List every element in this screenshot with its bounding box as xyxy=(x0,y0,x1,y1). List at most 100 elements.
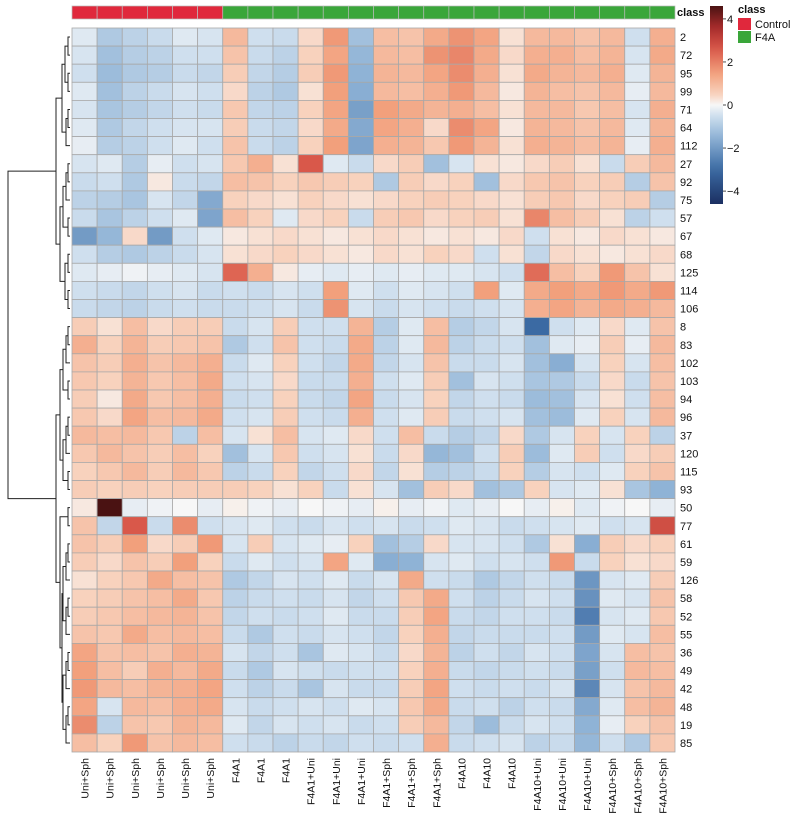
heatmap-cell xyxy=(599,317,626,337)
heatmap-cell xyxy=(649,715,676,735)
heatmap-cell xyxy=(197,643,224,662)
heatmap-cell xyxy=(247,81,274,101)
heatmap-cell xyxy=(347,280,374,300)
heatmap-cell xyxy=(649,661,676,681)
heatmap-cell xyxy=(222,190,249,210)
heatmap-cell xyxy=(272,643,299,662)
heatmap-cell xyxy=(373,552,400,572)
heatmap-cell xyxy=(121,353,148,373)
class-track-label: class xyxy=(677,7,705,19)
heatmap-cell xyxy=(247,280,274,300)
heatmap-cell xyxy=(423,661,450,681)
heatmap-cell xyxy=(172,516,199,536)
heatmap-cell xyxy=(624,353,651,373)
heatmap-cell xyxy=(649,63,676,83)
heatmap-cell xyxy=(624,317,651,337)
heatmap-cell xyxy=(297,679,324,699)
heatmap-cell xyxy=(96,570,123,590)
dendrogram-branch xyxy=(67,597,70,617)
row-label: 71 xyxy=(680,104,692,116)
heatmap-cell xyxy=(222,371,249,391)
heatmap-cell xyxy=(624,733,651,753)
heatmap-cell xyxy=(322,136,349,156)
heatmap-cell xyxy=(96,280,123,300)
heatmap-cell xyxy=(473,697,500,717)
heatmap-cell xyxy=(222,516,249,536)
dendrogram-branch xyxy=(55,97,62,245)
heatmap-cell xyxy=(322,679,349,699)
heatmap-cell xyxy=(599,262,626,282)
heatmap-cell xyxy=(96,443,123,463)
class-track-cell xyxy=(473,5,500,20)
heatmap-cell xyxy=(373,661,400,681)
heatmap-cell xyxy=(398,118,425,138)
dendrogram-branch xyxy=(67,289,70,310)
heatmap-cell xyxy=(498,172,525,192)
heatmap-cell xyxy=(398,552,425,572)
color-scale-tick-label: −2 xyxy=(727,143,740,155)
heatmap-cell xyxy=(649,208,676,228)
heatmap-cell xyxy=(247,570,274,590)
heatmap-cell xyxy=(599,697,626,717)
heatmap-cell xyxy=(574,27,601,47)
heatmap-cell xyxy=(96,335,123,355)
heatmap-cell xyxy=(222,679,249,699)
heatmap-cell xyxy=(624,172,651,192)
heatmap-cell xyxy=(423,588,450,608)
heatmap-cell xyxy=(523,407,550,427)
heatmap-cell xyxy=(121,624,148,644)
heatmap-cell xyxy=(297,715,324,735)
heatmap-cell xyxy=(599,443,626,463)
row-label: 55 xyxy=(680,629,692,641)
dendrogram-branch xyxy=(67,72,70,92)
heatmap-cell xyxy=(599,498,626,518)
heatmap-cell xyxy=(599,516,626,536)
heatmap-cell xyxy=(498,190,525,210)
heatmap-cell xyxy=(473,407,500,427)
heatmap-cell xyxy=(121,81,148,101)
heatmap-cell xyxy=(373,624,400,644)
heatmap-cell xyxy=(373,733,400,753)
heatmap-cell xyxy=(423,407,450,427)
class-track-cell xyxy=(624,5,651,20)
heatmap-cell xyxy=(272,588,299,608)
heatmap-cell xyxy=(649,443,676,463)
heatmap-cell xyxy=(423,299,450,319)
heatmap-cell xyxy=(649,624,676,644)
dendrogram-branch xyxy=(67,543,70,563)
heatmap-cell xyxy=(373,516,400,536)
heatmap-cell xyxy=(398,154,425,174)
heatmap-cell xyxy=(473,643,500,662)
heatmap-cell xyxy=(322,190,349,210)
heatmap-cell xyxy=(373,226,400,246)
heatmap-cell xyxy=(272,715,299,735)
heatmap-cell xyxy=(347,299,374,319)
heatmap-cell xyxy=(96,226,123,246)
heatmap-cell xyxy=(599,570,626,590)
heatmap-cell xyxy=(297,136,324,156)
heatmap-cell xyxy=(448,45,475,65)
heatmap-cell xyxy=(498,624,525,644)
heatmap-cell xyxy=(373,570,400,590)
heatmap-cell xyxy=(373,371,400,391)
heatmap-cell xyxy=(247,317,274,337)
heatmap-cell xyxy=(599,588,626,608)
heatmap-cell xyxy=(548,335,575,355)
heatmap-cell xyxy=(548,208,575,228)
heatmap-cell xyxy=(121,588,148,608)
heatmap-cell xyxy=(247,226,274,246)
heatmap-cell xyxy=(197,81,224,101)
heatmap-cell xyxy=(272,136,299,156)
heatmap-cell xyxy=(297,208,324,228)
heatmap-cell xyxy=(498,81,525,101)
heatmap-cell xyxy=(448,81,475,101)
heatmap-cell xyxy=(96,588,123,608)
heatmap-cell xyxy=(71,389,98,409)
heatmap-cell xyxy=(574,299,601,319)
heatmap-cell xyxy=(473,353,500,373)
heatmap-cell xyxy=(172,299,199,319)
heatmap-cell xyxy=(172,100,199,119)
heatmap-cell xyxy=(498,280,525,300)
heatmap-cell xyxy=(272,516,299,536)
